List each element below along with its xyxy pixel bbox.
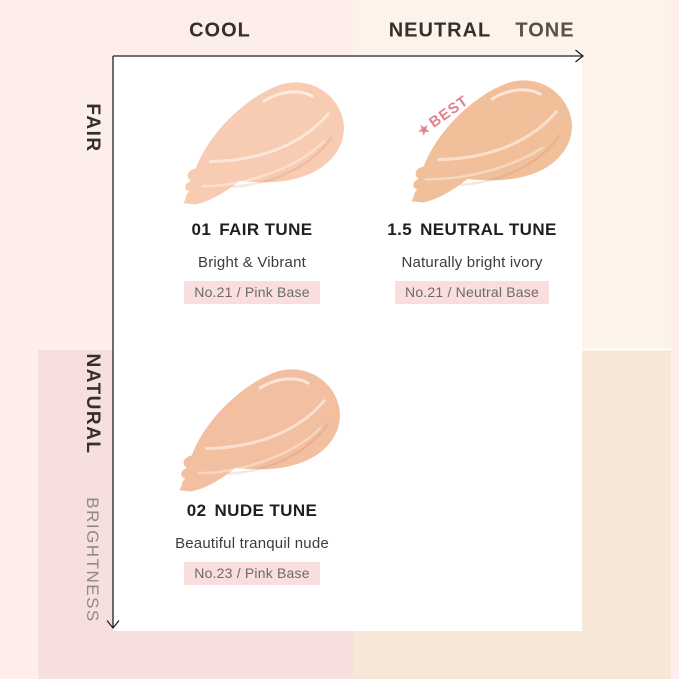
smear-highlight xyxy=(490,88,542,101)
product-title: 02 NUDE TUNE xyxy=(139,498,365,524)
tone-axis-label-neutral: NEUTRAL xyxy=(388,19,492,42)
product-title: 01 FAIR TUNE xyxy=(139,217,365,243)
brightness-axis-label-fair: FAIR xyxy=(82,103,103,153)
product-name: FAIR TUNE xyxy=(219,220,313,239)
smear-highlight xyxy=(262,90,314,103)
brightness-axis-title: BRIGHTNESS xyxy=(83,497,102,623)
nude-tune-swatch-icon xyxy=(179,369,340,492)
fair-tune-smear xyxy=(183,82,344,205)
product-name: NEUTRAL TUNE xyxy=(420,220,557,239)
smear-highlight xyxy=(209,112,330,164)
neutral-tune-swatch-icon xyxy=(411,80,572,203)
smear-shadow xyxy=(231,136,333,189)
tone-axis-title: TONE xyxy=(515,19,575,42)
neutral-tune-smear xyxy=(411,80,572,203)
product-number: 1.5 xyxy=(387,220,413,239)
fair-tune-swatch-icon xyxy=(183,82,344,205)
smear-highlight xyxy=(424,146,544,181)
tone-axis-label-cool: COOL xyxy=(189,19,251,42)
product-title: 1.5 NEUTRAL TUNE xyxy=(359,217,585,243)
product-number: 01 xyxy=(191,220,212,239)
product-description: Naturally bright ivory xyxy=(401,254,543,271)
product-card-fair-tune: 01 FAIR TUNE Bright & Vibrant No.21 / Pin… xyxy=(139,217,365,304)
product-card-neutral-tune: 1.5 NEUTRAL TUNE Naturally bright ivory N… xyxy=(359,217,585,304)
product-description: Beautiful tranquil nude xyxy=(175,535,329,552)
shade-badge: No.21 / Pink Base xyxy=(184,281,320,304)
smear-highlight xyxy=(205,399,326,451)
product-description: Bright & Vibrant xyxy=(198,254,306,271)
shade-badge: No.23 / Pink Base xyxy=(184,562,320,585)
smear-highlight xyxy=(197,427,322,475)
smear-shadow xyxy=(227,423,329,476)
nude-tune-smear xyxy=(179,369,340,492)
smear-highlight xyxy=(258,377,310,390)
product-number: 02 xyxy=(186,501,207,520)
product-card-nude-tune: 02 NUDE TUNE Beautiful tranquil nude No.2… xyxy=(139,498,365,585)
smear-highlight xyxy=(201,140,326,188)
brightness-axis-label-natural: NATURAL xyxy=(82,353,103,455)
smear-highlight xyxy=(437,110,558,162)
product-name: NUDE TUNE xyxy=(214,501,318,520)
shade-badge: No.21 / Neutral Base xyxy=(395,281,549,304)
smear-shadow xyxy=(459,134,561,187)
